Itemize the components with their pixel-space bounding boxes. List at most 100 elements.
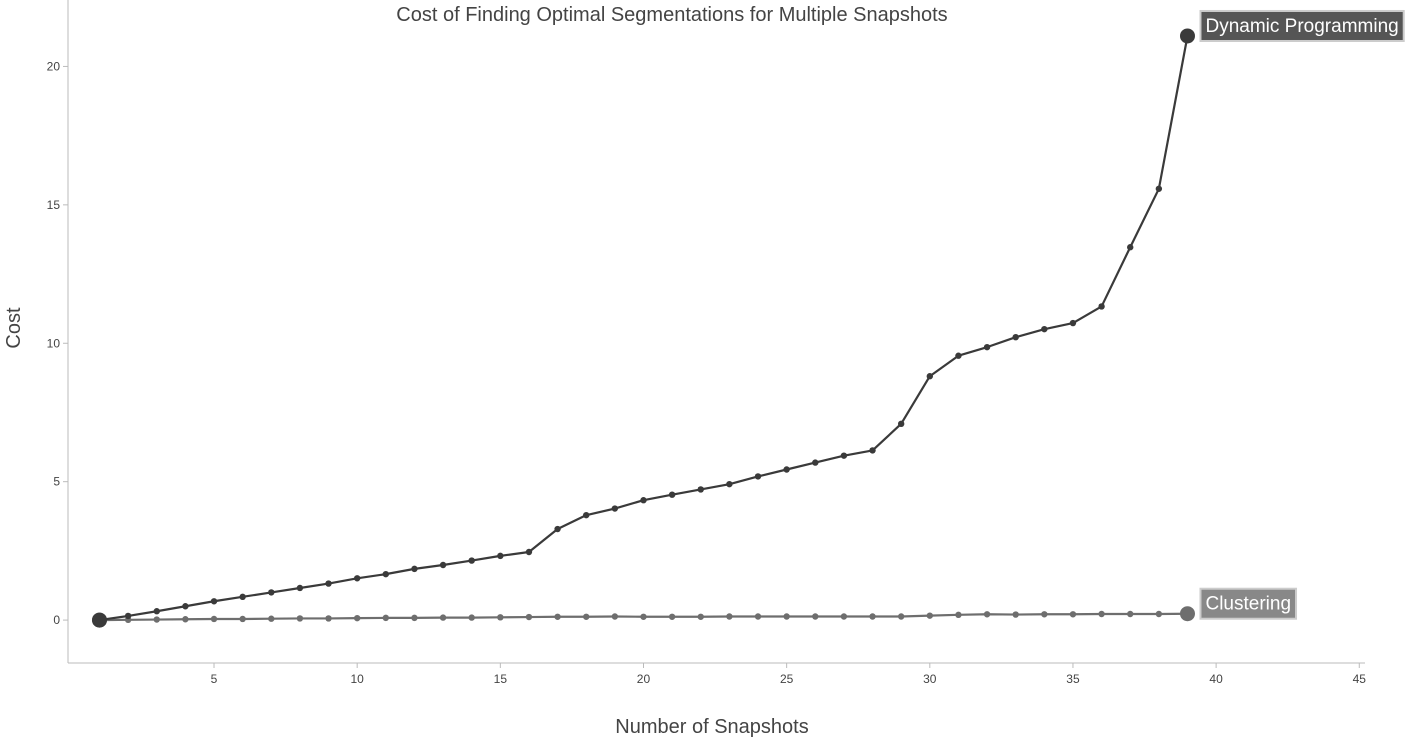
- data-point-clustering: [268, 615, 275, 622]
- data-point-clustering: [697, 613, 704, 620]
- data-point-clustering: [468, 614, 475, 621]
- data-point-clustering: [296, 615, 304, 622]
- end-label-dynamic-programming: Dynamic Programming: [1199, 9, 1405, 42]
- data-point-clustering: [325, 615, 332, 622]
- x-tick-label: 25: [780, 672, 794, 686]
- chart-title: Cost of Finding Optimal Segmentations fo…: [396, 4, 947, 26]
- data-point-dynamic-programming: [325, 580, 332, 587]
- data-point-clustering: [1098, 610, 1105, 618]
- x-tick-label: 40: [1209, 672, 1223, 686]
- series-line-dynamic-programming: [99, 35, 1189, 622]
- data-point-clustering: [869, 613, 876, 620]
- data-point-clustering: [1155, 610, 1163, 618]
- data-point-dynamic-programming: [182, 603, 189, 610]
- plot-area: [91, 28, 1195, 628]
- y-axis-title: Cost: [3, 307, 25, 349]
- end-label-box-clustering: [1199, 587, 1298, 620]
- data-point-dynamic-programming: [955, 352, 962, 359]
- data-point-dynamic-programming: [897, 420, 905, 428]
- x-tick-label: 45: [1353, 672, 1367, 686]
- data-point-clustering: [726, 613, 733, 620]
- x-tick-label: 35: [1066, 672, 1080, 686]
- data-point-clustering: [754, 613, 762, 620]
- data-point-clustering: [239, 615, 246, 623]
- end-label-box-dynamic-programming: [1199, 9, 1405, 42]
- data-point-dynamic-programming: [1127, 244, 1134, 251]
- data-point-dynamic-programming: [1179, 28, 1195, 44]
- data-point-dynamic-programming: [812, 459, 819, 466]
- data-point-dynamic-programming: [439, 561, 447, 569]
- data-point-dynamic-programming: [554, 525, 561, 533]
- data-point-clustering: [1069, 611, 1077, 618]
- y-tick-label: 0: [53, 613, 60, 627]
- data-point-dynamic-programming: [726, 480, 733, 488]
- end-label-clustering: Clustering: [1199, 587, 1298, 620]
- series-dynamic-programming: [91, 28, 1195, 628]
- data-point-clustering: [812, 613, 819, 620]
- data-point-clustering: [1179, 606, 1195, 622]
- data-point-dynamic-programming: [611, 505, 619, 512]
- data-point-clustering: [897, 613, 905, 620]
- data-point-clustering: [611, 613, 619, 620]
- x-tick-label: 15: [494, 672, 508, 686]
- x-tick-label: 10: [350, 672, 364, 686]
- data-point-clustering: [926, 612, 934, 619]
- data-point-clustering: [640, 613, 647, 620]
- data-point-clustering: [583, 613, 590, 620]
- data-point-clustering: [439, 614, 447, 621]
- series-clustering: [91, 606, 1195, 628]
- data-point-clustering: [1041, 611, 1048, 618]
- data-point-dynamic-programming: [382, 570, 390, 578]
- data-point-dynamic-programming: [525, 548, 533, 556]
- y-tick-label: 5: [53, 475, 60, 489]
- data-point-clustering: [411, 614, 418, 622]
- data-point-clustering: [382, 614, 390, 622]
- data-point-dynamic-programming: [1041, 325, 1048, 333]
- data-point-dynamic-programming: [497, 552, 504, 560]
- end-label-text-clustering: Clustering: [1205, 594, 1291, 615]
- data-point-dynamic-programming: [468, 557, 475, 564]
- data-point-clustering: [497, 614, 504, 621]
- data-point-clustering: [525, 613, 533, 621]
- data-point-dynamic-programming: [210, 598, 218, 605]
- data-point-dynamic-programming: [268, 589, 275, 596]
- data-point-dynamic-programming: [640, 497, 647, 504]
- data-point-dynamic-programming: [1098, 303, 1105, 310]
- data-point-clustering: [1127, 610, 1134, 618]
- data-point-clustering: [983, 611, 991, 618]
- data-point-clustering: [353, 614, 361, 622]
- data-point-dynamic-programming: [668, 491, 676, 498]
- data-point-dynamic-programming: [697, 486, 704, 493]
- data-point-dynamic-programming: [153, 608, 160, 615]
- y-tick-label: 20: [47, 59, 61, 73]
- x-tick-label: 5: [211, 672, 218, 686]
- data-point-clustering: [182, 616, 189, 623]
- data-point-dynamic-programming: [411, 565, 418, 573]
- data-point-dynamic-programming: [353, 575, 361, 582]
- data-point-dynamic-programming: [754, 473, 762, 480]
- data-point-clustering: [554, 613, 561, 620]
- axes: 5 10 15 20 25 30 35 40 45 0 5 10 15 20: [47, 0, 1367, 686]
- data-point-dynamic-programming: [1155, 185, 1163, 192]
- x-tick-label: 30: [923, 672, 937, 686]
- y-tick-label: 15: [47, 198, 61, 212]
- end-label-text-dynamic-programming: Dynamic Programming: [1205, 16, 1398, 37]
- data-point-clustering: [955, 611, 962, 619]
- data-point-dynamic-programming: [869, 447, 876, 454]
- data-point-dynamic-programming: [783, 466, 790, 473]
- data-point-dynamic-programming: [296, 584, 304, 592]
- data-point-dynamic-programming: [1069, 319, 1077, 327]
- data-point-clustering: [783, 613, 790, 620]
- data-point-clustering: [668, 613, 676, 620]
- x-axis-title: Number of Snapshots: [615, 716, 808, 738]
- data-point-dynamic-programming: [840, 452, 848, 459]
- data-point-dynamic-programming: [583, 511, 590, 519]
- data-point-clustering: [840, 613, 848, 620]
- y-tick-label: 10: [47, 336, 61, 350]
- data-point-dynamic-programming: [91, 612, 107, 628]
- data-point-dynamic-programming: [983, 343, 991, 351]
- data-point-clustering: [1012, 611, 1019, 618]
- data-point-dynamic-programming: [239, 593, 246, 601]
